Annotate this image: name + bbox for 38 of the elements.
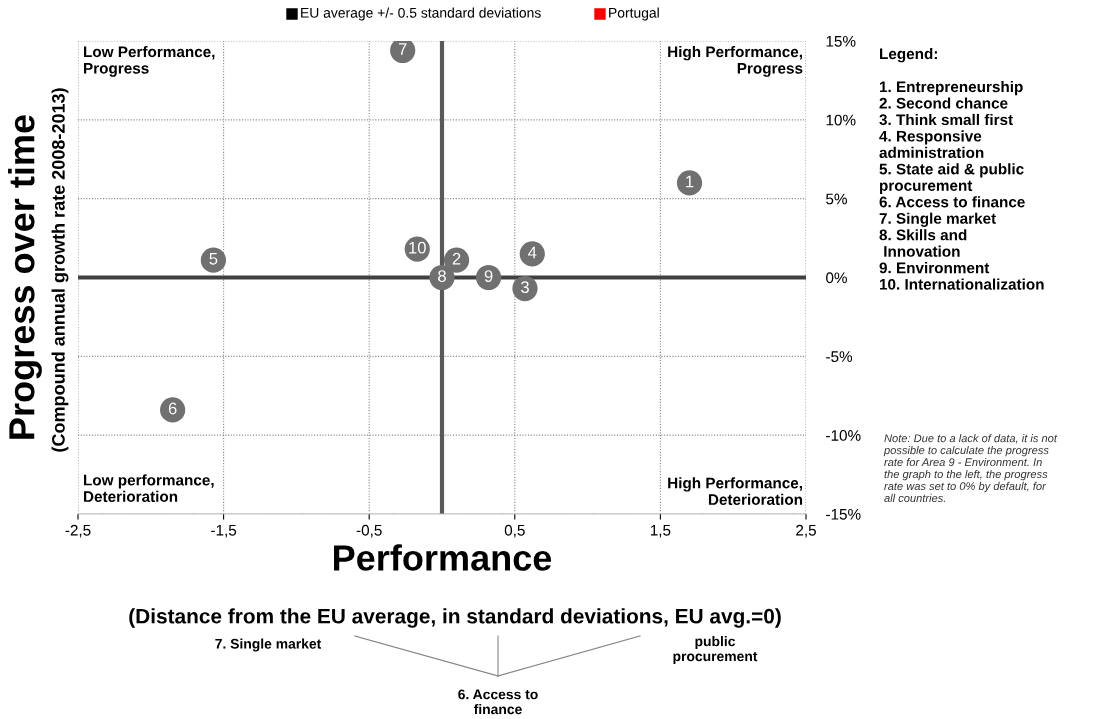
annotation: Low Performance, Progress	[84, 46, 215, 77]
annotation: 4	[528, 246, 537, 259]
y-axis-title: Progress over time	[8, 115, 42, 439]
x-tick-label: 2,5	[796, 524, 816, 538]
text: 7. Single market	[215, 638, 322, 652]
y-tick-label: 10%	[826, 114, 856, 126]
annotation: High Performance, Deterioration	[668, 477, 803, 505]
x-axis-title: Performance	[334, 544, 552, 571]
y-tick-label: 15%	[826, 35, 856, 47]
annotation: 3	[520, 281, 529, 294]
text: Legend: 1. Entrepreneurship 2. Second chance 3. Think small first 4. Responsive administration 5. State aid & public procurement 6. Access to finance 7. Single market 8. Skills and Innovation 9. Environment 10. Internationalization	[879, 48, 1044, 290]
annotation: 5	[209, 253, 218, 265]
y-tick-label: -5%	[826, 351, 853, 363]
text: EU average +/- 0.5 standard deviations	[301, 7, 541, 21]
x-tick-label: 1,5	[650, 524, 671, 538]
annotation: 8	[438, 270, 446, 282]
annotation: High Performance, Progress	[668, 46, 803, 77]
y-tick-label: 0%	[826, 272, 847, 284]
y-tick-label: 5%	[826, 193, 847, 205]
x-tick-label: -2,5	[65, 524, 91, 538]
text: (Compound annual growth rate 2008-2013)	[51, 88, 69, 452]
annotation: 10	[409, 241, 426, 254]
annotation: 9	[484, 270, 493, 282]
text: 6. Access to finance	[458, 689, 538, 715]
text: (Distance from the EU average, in standard deviations, EU avg.=0)	[129, 608, 781, 628]
annotation: 1	[686, 175, 694, 188]
x-tick-label: -0,5	[356, 524, 382, 538]
annotation: Low performance, Deterioration	[84, 474, 214, 502]
x-tick-label: 0,5	[504, 524, 525, 538]
text: public procurement	[673, 636, 758, 664]
text: Note: Due to a lack of data, it is not possible to calculate the progress rate for Area 9 - Environment. In the graph to the left, the progress rate was set to 0% by default, for all countries.	[883, 434, 1058, 502]
x-tick-label: -1,5	[211, 524, 237, 538]
y-tick-label: -10%	[826, 430, 861, 441]
annotation: 2	[452, 252, 461, 265]
y-tick-label: -15%	[826, 508, 861, 520]
annotation: 6	[168, 402, 177, 415]
text: Portugal	[609, 7, 659, 21]
annotation: 7	[398, 43, 407, 55]
